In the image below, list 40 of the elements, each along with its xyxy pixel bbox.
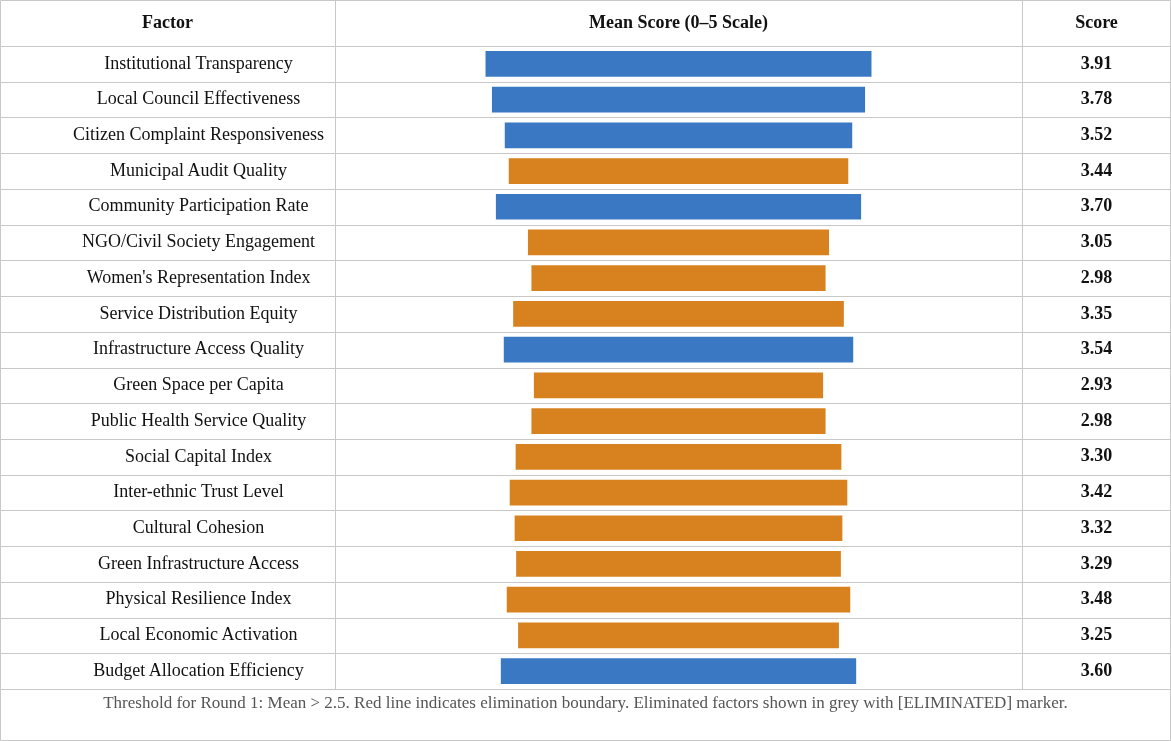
data-label: 3.42 — [1080, 481, 1113, 502]
data-label: 3.32 — [1080, 516, 1113, 537]
category-label: Citizen Complaint Responsiveness — [73, 124, 324, 145]
data-label: 3.35 — [1080, 302, 1113, 323]
category-label: Service Distribution Equity — [99, 302, 298, 323]
data-label: 3.78 — [1080, 88, 1113, 109]
category-label: Public Health Service Quality — [90, 409, 307, 430]
category-label: Budget Allocation Efficiency — [93, 659, 304, 680]
data-label: 3.48 — [1080, 588, 1113, 609]
category-label: Women's Representation Index — [86, 266, 311, 287]
data-label: 3.52 — [1080, 123, 1113, 144]
category-label: Institutional Transparency — [104, 52, 293, 73]
text: Score — [1075, 11, 1118, 32]
text: Factor — [142, 11, 193, 32]
category-label: Social Capital Index — [125, 445, 272, 466]
data-label: 3.25 — [1080, 624, 1113, 645]
category-label: Local Economic Activation — [99, 624, 298, 645]
category-label: Infrastructure Access Quality — [93, 338, 304, 359]
data-label: 3.60 — [1080, 659, 1113, 680]
category-label: Inter-ethnic Trust Level — [113, 481, 284, 502]
category-label: Green Space per Capita — [113, 374, 284, 395]
category-label: NGO/Civil Society Engagement — [82, 231, 315, 252]
data-label: 3.29 — [1080, 552, 1113, 573]
category-label: Cultural Cohesion — [132, 516, 265, 537]
data-label: 3.44 — [1080, 159, 1113, 180]
category-label: Green Infrastructure Access — [98, 552, 299, 573]
data-label: 2.98 — [1080, 266, 1113, 287]
data-label: 3.30 — [1080, 445, 1113, 466]
category-label: Community Participation Rate — [88, 195, 309, 216]
category-label: Local Council Effectiveness — [96, 88, 301, 109]
data-label: 3.05 — [1080, 231, 1113, 252]
data-label: 3.70 — [1080, 195, 1113, 216]
category-label: Municipal Audit Quality — [110, 159, 288, 180]
text: Threshold for Round 1: Mean > 2.5. Red line indicates elimination boundary. Eliminated factors shown in grey with [ELIMINATED] marker. — [103, 693, 1068, 713]
data-label: 2.98 — [1080, 409, 1113, 430]
data-label: 3.91 — [1080, 52, 1113, 73]
data-label: 2.93 — [1080, 374, 1113, 395]
category-label: Physical Resilience Index — [105, 588, 292, 609]
text: Mean Score (0–5 Scale) — [588, 11, 769, 33]
data-label: 3.54 — [1080, 338, 1113, 359]
